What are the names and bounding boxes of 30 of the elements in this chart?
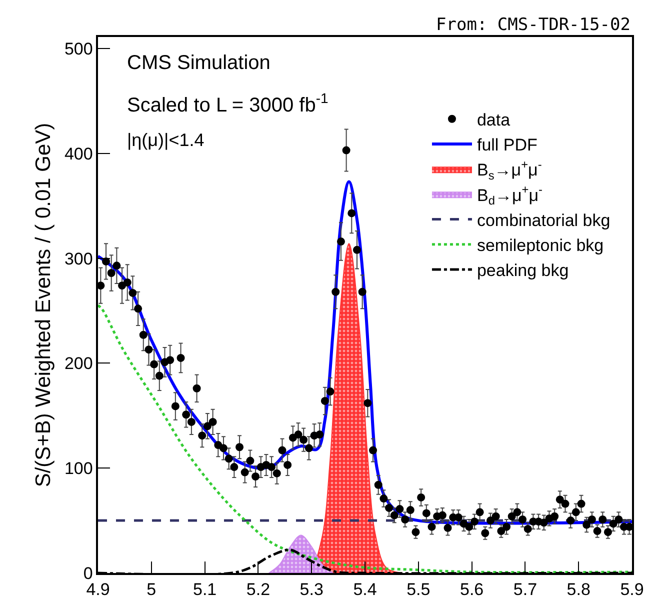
y-tick-label: 500 [64,39,93,58]
x-tick-label: 5.7 [513,580,538,600]
legend-label: peaking bkg [476,261,569,280]
legend-label: semileptonic bkg [476,236,604,255]
line-series [98,304,632,573]
y-tick-label: 400 [64,144,93,164]
y-tick-label: 100 [64,459,93,478]
text: From: CMS-TDR-15-02 [436,15,630,35]
x-tick-label: 5.2 [246,580,270,600]
y-axis-title: S/(S+B) Weighted Events / ( 0.01 GeV) [32,122,56,488]
x-tick-label: 5.3 [300,580,324,600]
annotation: Scaled to L = 3000 fb$^{-1}$ [127,90,329,116]
x-tick-label: 5.4 [353,580,377,600]
y-tick-label: 300 [64,249,93,268]
legend-label: full PDF [476,136,538,155]
legend-label: B$_{d}$→μ$^{+}$μ$^{-}$ [476,182,542,208]
legend-label: data [476,110,511,130]
annotation: |η(μ)|<1.4 [127,130,204,150]
x-tick-label: 5.1 [192,580,217,600]
x-tick-label: 5.9 [620,580,644,600]
x-tick-label: 5 [146,580,156,600]
x-tick-label: 5.8 [566,580,590,600]
x-tick-label: 5.5 [406,580,430,600]
legend-label: B$_{s}$→μ$^{+}$μ$^{-}$ [476,158,542,182]
legend-label: combinatorial bkg [476,210,610,230]
annotation: CMS Simulation [127,52,270,74]
x-tick-label: 5.6 [460,580,484,600]
y-tick-label: 200 [64,354,93,374]
x-tick-label: 4.9 [86,580,110,600]
y-tick-label: 0 [83,564,93,583]
